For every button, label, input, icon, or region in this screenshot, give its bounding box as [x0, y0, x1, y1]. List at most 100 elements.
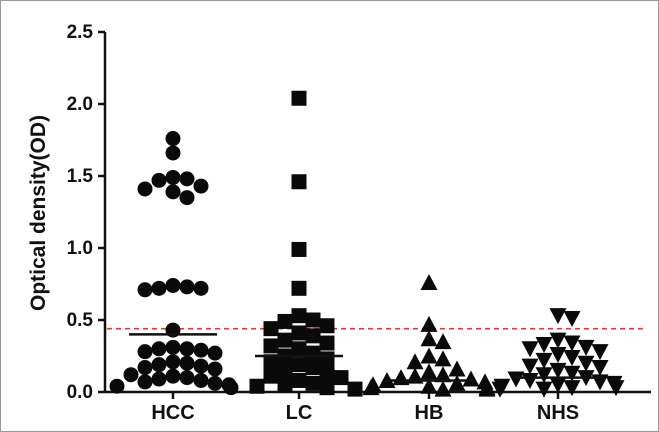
data-point-square [291, 241, 307, 257]
data-point-square [319, 351, 335, 367]
data-point-circle [165, 169, 181, 185]
data-point-circle [193, 178, 209, 194]
data-point-square [291, 90, 307, 106]
x-tick-label: LC [286, 402, 313, 424]
data-point-circle [123, 367, 139, 383]
x-axis: HCC LC HB NHS [105, 390, 651, 424]
mean-lines [129, 333, 602, 382]
data-point-circle [165, 368, 181, 384]
data-point-circle [165, 339, 181, 355]
data-point-circle [165, 131, 181, 147]
data-point-triangle-down [549, 377, 567, 394]
data-point-circle [179, 355, 195, 371]
data-point-triangle-down [563, 365, 581, 382]
data-point-triangle-down [549, 332, 567, 349]
data-point-square [291, 174, 307, 190]
data-point-circle [151, 357, 167, 373]
data-point-square [305, 328, 321, 344]
y-axis-title: Optical density(OD) [27, 115, 50, 311]
data-point-circle [223, 380, 239, 396]
data-point-square [291, 308, 307, 324]
data-point-triangle-up [420, 315, 438, 332]
data-point-circle [179, 279, 195, 295]
data-point-triangle-down [563, 335, 581, 352]
data-point-triangle-up [462, 370, 480, 387]
data-point-circle [151, 280, 167, 296]
data-point-square [319, 380, 335, 396]
data-point-triangle-down [521, 341, 539, 358]
data-point-circle [137, 282, 153, 298]
data-point-triangle-down [577, 339, 595, 356]
data-point-triangle-up [420, 347, 438, 364]
data-point-triangle-up [434, 350, 452, 367]
data-point-circle [137, 360, 153, 376]
data-point-square [291, 372, 307, 388]
data-point-circle [165, 277, 181, 293]
data-point-triangle-down [549, 347, 567, 364]
data-point-triangle-down [535, 336, 553, 353]
data-point-square [291, 341, 307, 357]
x-tick-label: NHS [537, 402, 579, 424]
data-point-square [277, 332, 293, 348]
y-tick-label: 1.5 [67, 166, 94, 187]
data-point-triangle-down [563, 349, 581, 366]
data-points [109, 90, 625, 398]
data-point-circle [165, 354, 181, 370]
data-point-triangle-down [521, 372, 539, 389]
data-point-triangle-up [406, 353, 424, 370]
data-point-circle [193, 342, 209, 358]
y-tick-label: 1.0 [67, 238, 93, 259]
data-point-square [333, 370, 349, 386]
data-point-circle [179, 341, 195, 357]
y-tick-label: 0.5 [67, 310, 94, 331]
data-point-triangle-down [607, 380, 625, 397]
data-point-circle [165, 145, 181, 161]
data-point-triangle-down [591, 344, 609, 361]
data-point-circle [137, 181, 153, 197]
data-point-triangle-down [591, 360, 609, 377]
data-point-triangle-up [448, 374, 466, 391]
data-point-square [305, 345, 321, 361]
data-point-circle [193, 358, 209, 374]
data-point-circle [207, 375, 223, 391]
data-point-square [319, 335, 335, 351]
data-point-triangle-down [563, 380, 581, 397]
data-point-triangle-down [577, 355, 595, 372]
data-point-square [291, 325, 307, 341]
data-point-circle [151, 371, 167, 387]
x-tick-label: HB [415, 402, 444, 424]
data-point-square [319, 318, 335, 334]
data-point-circle [193, 280, 209, 296]
data-point-square [263, 354, 279, 370]
data-point-triangle-up [420, 363, 438, 380]
data-point-triangle-down [563, 311, 581, 328]
data-point-triangle-down [549, 362, 567, 379]
data-point-circle [207, 361, 223, 377]
data-point-circle [179, 171, 195, 187]
data-point-circle [207, 345, 223, 361]
data-point-square [263, 368, 279, 384]
y-tick-label: 2.5 [67, 22, 94, 43]
data-point-square [291, 357, 307, 373]
data-point-triangle-up [448, 360, 466, 377]
data-point-circle [165, 184, 181, 200]
data-point-circle [151, 172, 167, 188]
data-point-triangle-down [535, 367, 553, 384]
data-point-triangle-up [434, 333, 452, 350]
data-point-triangle-up [392, 369, 410, 386]
data-point-square [305, 375, 321, 391]
data-point-square [305, 360, 321, 376]
data-point-triangle-up [434, 366, 452, 383]
data-point-triangle-up [420, 330, 438, 347]
data-point-circle [193, 372, 209, 388]
data-point-triangle-up [434, 380, 452, 397]
data-point-triangle-up [478, 380, 496, 397]
data-point-square [263, 321, 279, 337]
data-point-square [263, 338, 279, 354]
data-point-square [277, 362, 293, 378]
data-point-circle [179, 190, 195, 206]
data-point-square [305, 312, 321, 328]
data-point-square [249, 378, 265, 394]
data-point-square [291, 280, 307, 296]
